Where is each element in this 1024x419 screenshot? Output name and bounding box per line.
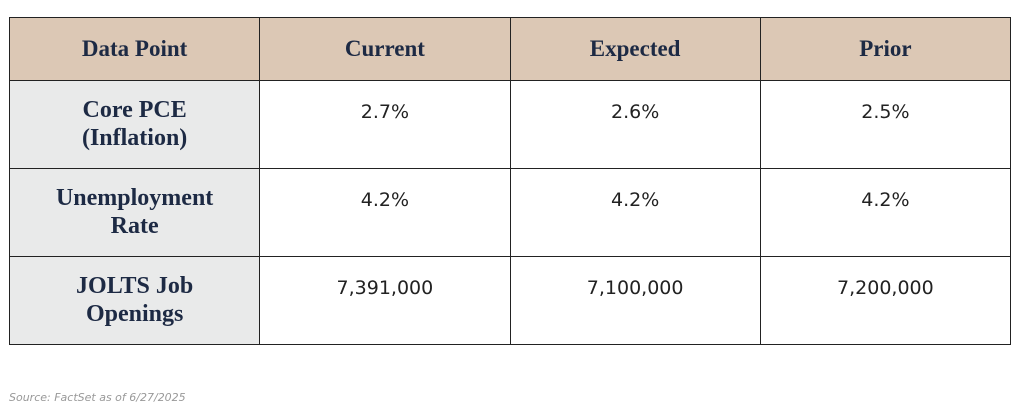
header-cell: Expected [509, 17, 761, 81]
table-row: JOLTS Job Openings 7,391,000 7,100,000 7,20… [8, 256, 1012, 345]
value-cell: 2.5% [759, 80, 1012, 169]
source-note: Source: FactSet as of 6/27/2025 [9, 391, 186, 404]
value-cell: 7,100,000 [509, 256, 761, 345]
header-cell: Data Point [8, 17, 261, 81]
value-cell: 7,200,000 [759, 256, 1012, 345]
row-label: JOLTS Job Openings [8, 256, 261, 345]
header-row: Data Point Current Expected Prior [8, 17, 1012, 81]
row-label: Core PCE (Inflation) [8, 80, 261, 169]
header-cell: Prior [759, 17, 1012, 81]
value-cell: 4.2% [509, 168, 761, 257]
value-cell: 7,391,000 [259, 256, 511, 345]
row-label: Unemployment Rate [8, 168, 261, 257]
data-table: Data Point Current Expected Prior Core PCE … [8, 17, 1012, 345]
table-row: Core PCE (Inflation) 2.7% 2.6% 2.5% [8, 80, 1012, 169]
value-cell: 4.2% [259, 168, 511, 257]
value-cell: 4.2% [759, 168, 1012, 257]
value-cell: 2.6% [509, 80, 761, 169]
table-body: Core PCE (Inflation) 2.7% 2.6% 2.5% Unemploy… [8, 80, 1012, 345]
header-cell: Current [259, 17, 511, 81]
table-row: Unemployment Rate 4.2% 4.2% 4.2% [8, 168, 1012, 257]
value-cell: 2.7% [259, 80, 511, 169]
